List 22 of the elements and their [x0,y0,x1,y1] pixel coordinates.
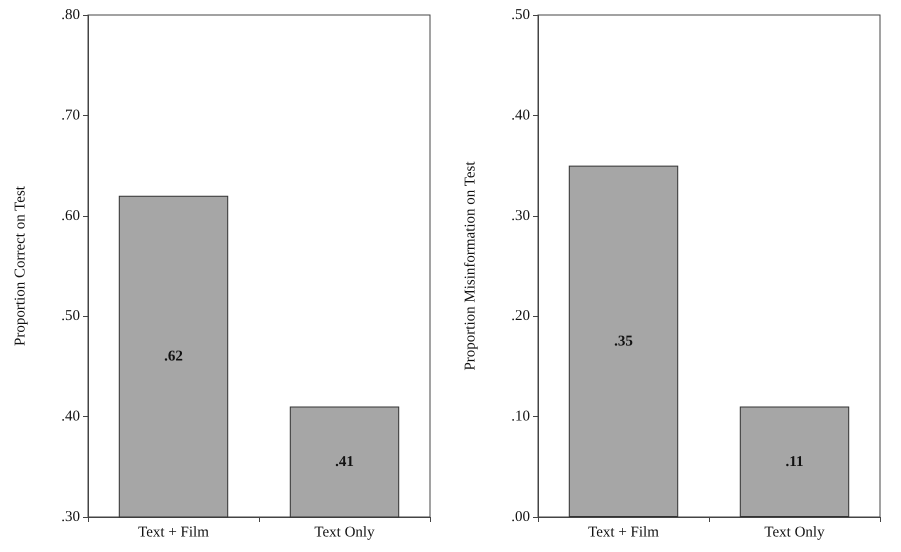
y-tick-label: .50 [61,308,80,324]
y-tick-label: .30 [511,208,530,224]
y-tick-label: .30 [61,509,80,525]
x-tick-label: Text + Film [588,524,660,540]
y-tick-label: .10 [511,408,530,425]
data-label: .41 [335,454,354,470]
x-tick-label: Text Only [314,524,376,540]
y-tick-label: .60 [61,208,80,224]
y-tick-label: .20 [511,308,530,324]
y-tick-label: .40 [511,107,530,124]
y-tick-label: .00 [511,509,530,525]
y-tick-label: .80 [61,7,80,23]
x-tick-label: Text Only [764,524,826,540]
y-tick-label: .40 [61,408,80,425]
y-axis-title: Proportion Correct on Test [12,185,28,346]
data-label: .11 [786,454,804,470]
y-axis-title: Proportion Misinformation on Test [462,160,478,371]
data-label: .35 [614,333,633,350]
data-label: .62 [164,348,183,365]
x-tick-label: Text + Film [138,524,210,540]
y-tick-label: .50 [511,7,530,23]
y-tick-label: .70 [61,107,80,124]
